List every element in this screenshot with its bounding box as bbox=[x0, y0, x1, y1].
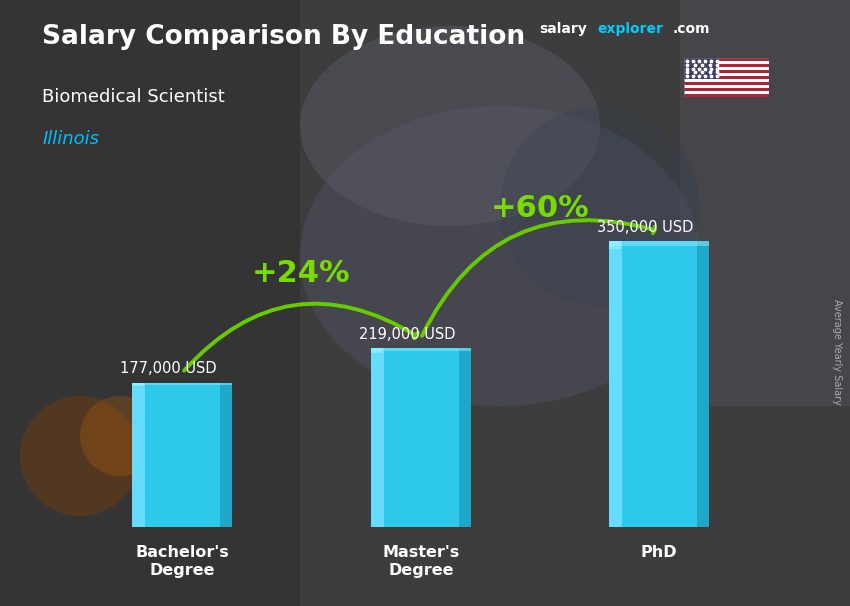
Text: PhD: PhD bbox=[641, 545, 677, 560]
Bar bbox=[684, 58, 769, 61]
Bar bbox=[684, 70, 769, 73]
Bar bbox=[132, 382, 144, 387]
Text: Bachelor's
Degree: Bachelor's Degree bbox=[135, 545, 230, 578]
Ellipse shape bbox=[300, 26, 600, 226]
Text: Illinois: Illinois bbox=[42, 130, 99, 148]
Bar bbox=[0, 0, 300, 606]
Text: 350,000 USD: 350,000 USD bbox=[598, 219, 694, 235]
Bar bbox=[684, 58, 718, 79]
Bar bbox=[684, 64, 769, 67]
Bar bbox=[684, 79, 769, 82]
Text: 219,000 USD: 219,000 USD bbox=[359, 327, 456, 342]
Bar bbox=[684, 85, 769, 88]
Text: Biomedical Scientist: Biomedical Scientist bbox=[42, 88, 225, 106]
Bar bbox=[684, 61, 769, 64]
Bar bbox=[684, 88, 769, 91]
Text: Master's
Degree: Master's Degree bbox=[382, 545, 459, 578]
Bar bbox=[609, 241, 710, 527]
Bar bbox=[684, 82, 769, 85]
Bar bbox=[609, 241, 622, 527]
Text: +24%: +24% bbox=[252, 259, 351, 288]
Bar bbox=[609, 241, 710, 246]
Bar bbox=[371, 348, 471, 527]
Bar bbox=[132, 382, 232, 527]
Bar bbox=[132, 382, 145, 527]
Bar bbox=[697, 241, 710, 527]
Bar bbox=[684, 76, 769, 79]
Bar bbox=[459, 348, 471, 527]
Bar bbox=[132, 382, 232, 385]
Bar bbox=[680, 0, 850, 406]
Bar bbox=[684, 67, 769, 70]
Text: .com: .com bbox=[672, 22, 710, 36]
Text: Average Yearly Salary: Average Yearly Salary bbox=[832, 299, 842, 404]
Bar bbox=[371, 348, 383, 527]
Ellipse shape bbox=[300, 106, 700, 406]
Bar bbox=[684, 91, 769, 94]
Bar bbox=[684, 73, 769, 76]
Text: +60%: +60% bbox=[490, 194, 589, 223]
Text: Salary Comparison By Education: Salary Comparison By Education bbox=[42, 24, 525, 50]
Text: 177,000 USD: 177,000 USD bbox=[120, 361, 217, 376]
Ellipse shape bbox=[80, 396, 160, 476]
Bar bbox=[371, 348, 471, 351]
Text: salary: salary bbox=[540, 22, 587, 36]
Ellipse shape bbox=[500, 106, 700, 306]
Bar bbox=[609, 241, 621, 249]
Bar bbox=[220, 382, 232, 527]
Bar bbox=[684, 94, 769, 97]
Text: explorer: explorer bbox=[598, 22, 663, 36]
Bar bbox=[371, 348, 383, 353]
Ellipse shape bbox=[20, 396, 140, 516]
